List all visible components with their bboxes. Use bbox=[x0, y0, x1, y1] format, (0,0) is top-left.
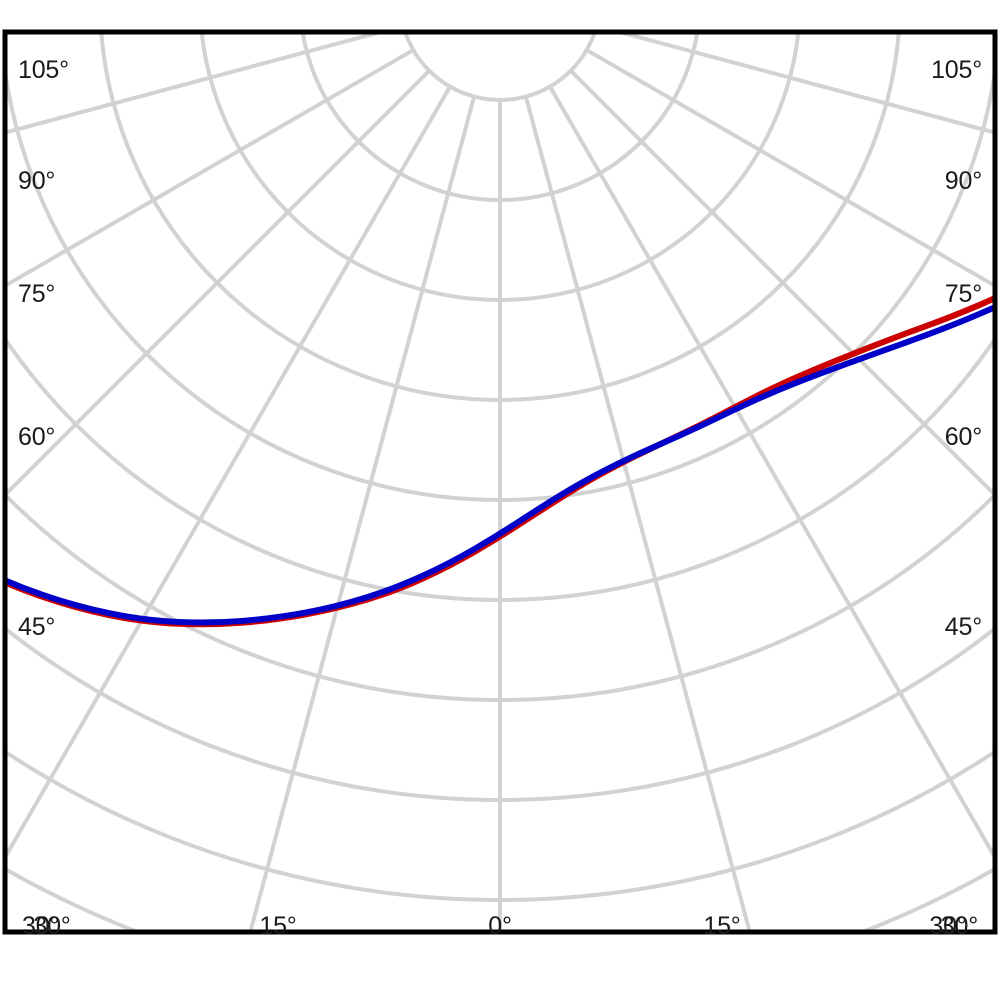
axis-label-right-2: 75° bbox=[944, 280, 982, 308]
grid-ray bbox=[5, 48, 415, 289]
grid-ray bbox=[5, 85, 452, 862]
grid-ray bbox=[5, 32, 389, 135]
axis-label-left-4: 45° bbox=[18, 613, 56, 641]
axis-label-right-1: 90° bbox=[944, 167, 982, 195]
axis-label-bottom-2: 0° bbox=[488, 912, 512, 940]
axis-label-right-4: 45° bbox=[944, 613, 982, 641]
plot-border bbox=[2, 29, 998, 935]
axis-label-right-3: 60° bbox=[944, 423, 982, 451]
axis-label-right-5: 30° bbox=[940, 912, 978, 940]
axis-label-bottom-4: 30° bbox=[929, 912, 967, 940]
grid-ray bbox=[523, 96, 752, 932]
axis-label-left-2: 75° bbox=[18, 280, 56, 308]
grid-ray bbox=[548, 85, 995, 862]
axis-label-left-1: 90° bbox=[18, 167, 56, 195]
axis-label-right-0: 105° bbox=[931, 56, 982, 84]
axis-label-bottom-3: 15° bbox=[703, 912, 741, 940]
axis-label-bottom-0: 30° bbox=[33, 912, 71, 940]
axis-label-left-3: 60° bbox=[18, 423, 56, 451]
grid-ray bbox=[611, 32, 995, 135]
series-curves bbox=[5, 294, 995, 628]
series-curve-1 bbox=[5, 303, 995, 626]
grid-ray bbox=[585, 48, 995, 289]
grid-ray bbox=[248, 96, 477, 932]
axis-label-left-5: 30° bbox=[22, 912, 60, 940]
axis-label-left-0: 105° bbox=[18, 56, 69, 84]
axis-label-bottom-1: 15° bbox=[259, 912, 297, 940]
